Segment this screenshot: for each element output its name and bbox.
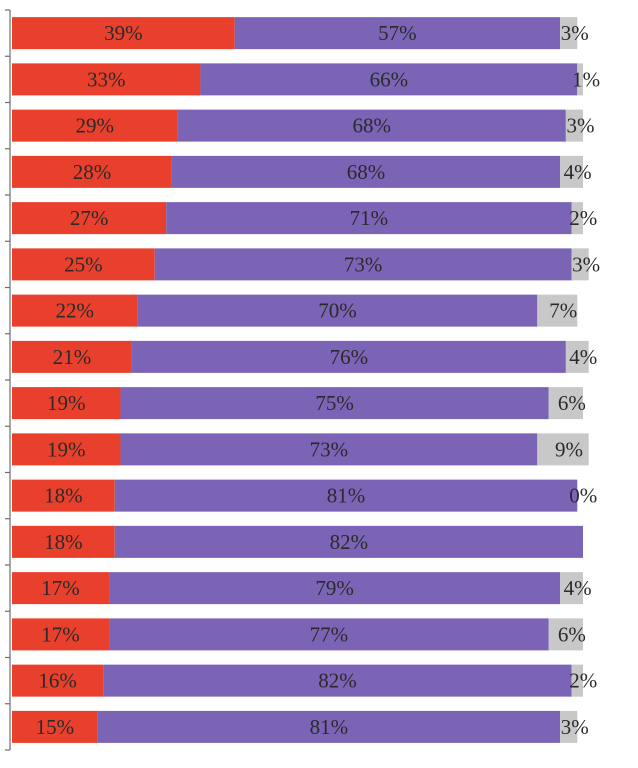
- bar-segment-1-row-3: [12, 109, 178, 142]
- bar-segment-1-row-6: [12, 248, 155, 281]
- bar-segment-1-row-10: [12, 433, 121, 466]
- data-label-2-row-3: 68%: [352, 114, 391, 138]
- data-label-2-row-10: 73%: [310, 437, 349, 461]
- bar-segment-3-row-15: [571, 664, 583, 697]
- data-label-2-row-6: 73%: [344, 252, 383, 276]
- bar-segment-3-row-7: [537, 294, 578, 327]
- data-label-1-row-7: 22%: [56, 299, 95, 323]
- data-label-1-row-11: 18%: [44, 484, 83, 508]
- data-label-3-row-9: 6%: [558, 391, 586, 415]
- data-label-3-row-4: 4%: [564, 160, 592, 184]
- bar-segment-2-row-1: [234, 17, 561, 50]
- data-label-2-row-9: 75%: [315, 391, 354, 415]
- data-label-1-row-10: 19%: [47, 437, 86, 461]
- data-label-1-row-13: 17%: [41, 576, 80, 600]
- bar-segment-3-row-13: [560, 572, 583, 605]
- data-label-3-row-7: 7%: [549, 299, 577, 323]
- data-label-1-row-9: 19%: [47, 391, 86, 415]
- data-label-2-row-5: 71%: [350, 206, 389, 230]
- data-label-2-row-14: 77%: [310, 622, 349, 646]
- data-label-2-row-15: 82%: [318, 669, 357, 693]
- data-label-2-row-4: 68%: [347, 160, 386, 184]
- data-label-1-row-16: 15%: [36, 715, 75, 739]
- bar-segment-1-row-4: [12, 155, 172, 188]
- bar-segment-3-row-3: [565, 109, 583, 142]
- data-label-1-row-3: 29%: [76, 114, 115, 138]
- bar-segment-3-row-9: [548, 387, 583, 420]
- data-label-3-row-16: 3%: [561, 715, 589, 739]
- bar-segment-3-row-2: [577, 63, 583, 96]
- bars-layer: [12, 17, 589, 743]
- bar-segment-2-row-8: [131, 340, 566, 373]
- data-label-3-row-15: 2%: [569, 669, 597, 693]
- data-label-3-row-1: 3%: [561, 21, 589, 45]
- bar-segment-2-row-14: [109, 618, 549, 651]
- bar-segment-2-row-15: [103, 664, 572, 697]
- data-label-2-row-2: 66%: [370, 67, 409, 91]
- bar-segment-1-row-15: [12, 664, 104, 697]
- bar-segment-2-row-2: [200, 63, 578, 96]
- data-label-3-row-14: 6%: [558, 622, 586, 646]
- bar-segment-2-row-6: [154, 248, 572, 281]
- bar-segment-3-row-6: [571, 248, 589, 281]
- bar-segment-3-row-14: [548, 618, 583, 651]
- bar-segment-3-row-16: [560, 710, 578, 743]
- data-label-2-row-16: 81%: [310, 715, 349, 739]
- labels-layer: 39% 57% 3% 33% 66% 1% 29% 68% 3% 28% 68% 4% 27% 71% 2%…: [36, 21, 601, 739]
- bar-segment-1-row-12: [12, 525, 115, 558]
- bar-segment-1-row-9: [12, 387, 121, 420]
- bar-segment-2-row-10: [120, 433, 538, 466]
- data-label-1-row-5: 27%: [70, 206, 109, 230]
- data-label-2-row-8: 76%: [330, 345, 369, 369]
- data-label-1-row-15: 16%: [38, 669, 77, 693]
- bar-segment-2-row-4: [171, 155, 561, 188]
- data-label-1-row-1: 39%: [104, 21, 143, 45]
- bar-segment-1-row-16: [12, 710, 98, 743]
- data-label-1-row-14: 17%: [41, 622, 80, 646]
- bar-segment-3-row-5: [571, 202, 583, 235]
- bar-segment-1-row-5: [12, 202, 167, 235]
- data-label-3-row-10: 9%: [555, 437, 583, 461]
- bar-segment-1-row-11: [12, 479, 115, 512]
- data-label-2-row-1: 57%: [378, 21, 417, 45]
- data-label-3-row-5: 2%: [569, 206, 597, 230]
- bar-segment-1-row-14: [12, 618, 110, 651]
- bar-segment-2-row-3: [177, 109, 566, 142]
- bar-segment-2-row-16: [97, 710, 561, 743]
- bar-segment-1-row-13: [12, 572, 110, 605]
- data-label-2-row-13: 79%: [315, 576, 354, 600]
- axis-layer: [5, 9, 11, 751]
- bar-segment-2-row-5: [166, 202, 572, 235]
- bar-segment-3-row-4: [560, 155, 583, 188]
- bar-segment-1-row-1: [12, 17, 235, 50]
- data-label-1-row-4: 28%: [73, 160, 112, 184]
- bar-segment-3-row-1: [560, 17, 578, 50]
- bar-segment-2-row-13: [109, 572, 561, 605]
- data-label-2-row-11: 81%: [327, 484, 366, 508]
- bar-segment-2-row-7: [137, 294, 538, 327]
- data-label-3-row-3: 3%: [566, 114, 594, 138]
- data-label-3-row-11: 0%: [569, 484, 597, 508]
- bar-segment-1-row-7: [12, 294, 138, 327]
- data-label-1-row-8: 21%: [53, 345, 92, 369]
- bar-segment-1-row-2: [12, 63, 201, 96]
- data-label-3-row-13: 4%: [564, 576, 592, 600]
- data-label-3-row-2: 1%: [572, 67, 600, 91]
- data-label-3-row-8: 4%: [569, 345, 597, 369]
- bar-segment-2-row-11: [114, 479, 578, 512]
- bar-segment-2-row-12: [114, 525, 583, 558]
- data-label-1-row-6: 25%: [64, 252, 103, 276]
- data-label-3-row-6: 3%: [572, 252, 600, 276]
- bar-segment-3-row-10: [537, 433, 589, 466]
- data-label-2-row-12: 82%: [330, 530, 369, 554]
- data-label-2-row-7: 70%: [318, 299, 357, 323]
- data-label-1-row-12: 18%: [44, 530, 83, 554]
- data-label-1-row-2: 33%: [87, 67, 126, 91]
- bar-segment-3-row-8: [565, 340, 589, 373]
- bar-segment-1-row-8: [12, 340, 132, 373]
- bar-segment-2-row-9: [120, 387, 549, 420]
